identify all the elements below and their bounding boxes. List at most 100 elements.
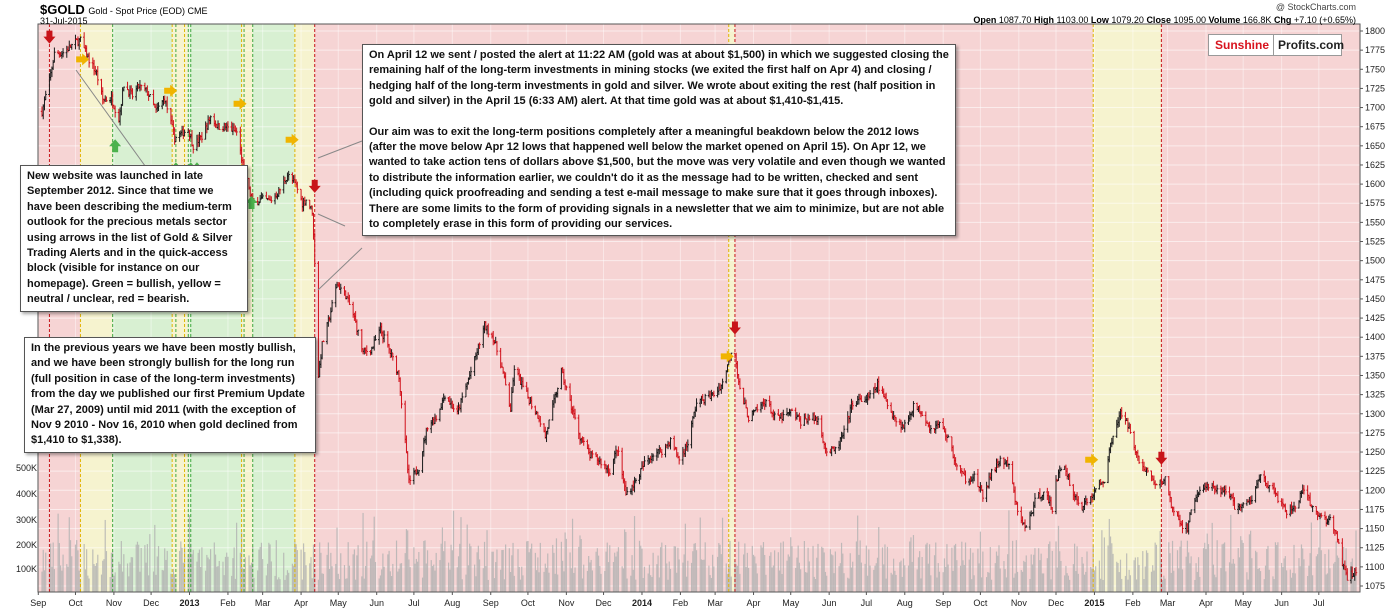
volume-bar	[955, 543, 957, 592]
volume-bar	[1082, 563, 1084, 592]
volume-bar	[214, 554, 217, 592]
y-axis-ticks: 1075 1100 1125 1150 1175 1200 1225 1250 1275 1300…	[1360, 26, 1385, 591]
volume-bar	[387, 554, 389, 592]
volume-bar	[578, 546, 580, 592]
volume-bar	[1014, 573, 1016, 592]
volume-bar	[121, 571, 124, 592]
volume-bar	[1039, 560, 1041, 592]
volume-bar	[1273, 579, 1275, 592]
volume-bar	[451, 550, 453, 592]
volume-bar	[409, 567, 411, 592]
volume-bar	[379, 575, 382, 592]
volume-bar	[744, 543, 746, 592]
volume-bar	[652, 552, 654, 592]
volume-bar	[658, 577, 660, 592]
volume-bar	[666, 563, 668, 592]
volume-bar	[762, 542, 765, 592]
volume-bar	[1153, 570, 1155, 592]
x-tick-label: Oct	[521, 598, 536, 608]
volume-bar	[989, 547, 991, 592]
volume-bar	[1320, 550, 1322, 592]
volume-bar	[625, 532, 627, 592]
volume-bar	[180, 541, 182, 592]
volume-bar	[1207, 544, 1210, 592]
volume-bar	[823, 552, 825, 592]
y-tick-label: 1650	[1365, 141, 1385, 151]
volume-bar	[478, 559, 481, 592]
volume-bar	[296, 550, 298, 592]
volume-bar	[729, 540, 731, 592]
volume-bar	[876, 557, 879, 592]
volume-bar	[699, 517, 701, 592]
volume-bar	[912, 535, 915, 592]
x-tick-label: Apr	[1199, 598, 1213, 608]
y-tick-label: 1075	[1365, 581, 1385, 591]
volume-bar	[196, 561, 198, 592]
x-tick-label: Nov	[106, 598, 123, 608]
volume-bar	[295, 544, 297, 592]
volume-bar	[1256, 552, 1258, 592]
volume-bar	[78, 570, 80, 592]
volume-bar	[300, 549, 302, 592]
volume-bar	[1109, 536, 1112, 592]
volume-bar	[782, 541, 784, 592]
volume-bar	[1163, 575, 1165, 592]
volume-bar	[103, 559, 105, 592]
volume-bar	[1049, 541, 1051, 592]
volume-bar	[982, 551, 984, 592]
volume-bar	[995, 551, 998, 592]
volume-bar	[615, 556, 617, 592]
volume-bar	[88, 578, 90, 592]
volume-bar	[761, 547, 763, 592]
volume-bar	[302, 543, 305, 592]
copyright: @ StockCharts.com	[1275, 2, 1356, 12]
volume-bar	[1266, 548, 1268, 592]
volume-bar	[650, 575, 652, 592]
volume-bar	[959, 565, 962, 592]
y-tick-label: 1200	[1365, 485, 1385, 495]
low-value: 1079.20	[1111, 15, 1144, 25]
volume-bar	[131, 557, 134, 592]
volume-bar	[1154, 542, 1156, 592]
volume-bar	[92, 549, 94, 592]
y-tick-label: 1525	[1365, 237, 1385, 247]
volume-bar	[371, 555, 373, 592]
volume-bar	[938, 571, 941, 592]
volume-bar	[1335, 541, 1337, 592]
volume-bar	[84, 569, 86, 592]
y-tick-label: 1675	[1365, 122, 1385, 132]
volume-bar	[790, 537, 792, 592]
volume-bar	[769, 555, 771, 592]
close-label: Close	[1146, 15, 1171, 25]
high-label: High	[1033, 15, 1054, 25]
x-tick-label: Mar	[255, 598, 271, 608]
volume-bar	[1264, 565, 1267, 592]
volume-bar	[397, 571, 399, 592]
volume-bar	[1318, 547, 1320, 592]
volume-bar	[702, 560, 704, 592]
volume-bar	[1316, 554, 1319, 592]
volume-bar	[832, 555, 834, 592]
volume-bar	[417, 561, 419, 592]
volume-bar	[630, 575, 632, 592]
volume-bar	[964, 542, 967, 592]
volume-bar	[522, 575, 524, 592]
volume-bar	[999, 568, 1001, 592]
open-label: Open	[973, 15, 997, 25]
volume-bar	[157, 545, 160, 592]
volume-bar	[1216, 540, 1218, 592]
x-tick-label: Aug	[444, 598, 460, 608]
volume-bar	[612, 561, 615, 592]
volume-bar	[1065, 565, 1067, 592]
volume-bar	[571, 518, 574, 592]
volume-bar	[118, 561, 120, 592]
signal-arrow-red	[43, 30, 56, 44]
volume-bar	[579, 535, 581, 592]
volume-bar	[911, 561, 913, 592]
signal-arrow-green	[109, 139, 122, 153]
volume-bar	[1180, 540, 1182, 592]
volume-bar	[459, 543, 461, 592]
volume-bar	[583, 564, 585, 592]
volume-bar	[927, 563, 929, 592]
volume-bar	[95, 563, 98, 592]
